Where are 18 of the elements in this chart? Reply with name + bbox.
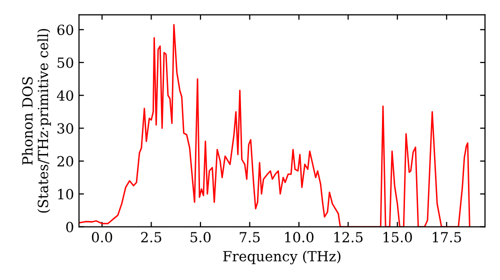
- y-tick-label: 60: [57, 24, 74, 36]
- y-tick-label: 30: [58, 123, 74, 134]
- x-tick-label: 5.0: [190, 232, 211, 242]
- x-axis-title: Frequency (THz): [223, 250, 340, 264]
- y-tick-label: 40: [56, 90, 74, 101]
- x-tick-label: 17.5: [432, 232, 461, 242]
- x-tick-label: 15.0: [384, 232, 412, 242]
- y-tick-label: 0: [66, 222, 74, 232]
- x-tick-label: 12.5: [334, 232, 363, 242]
- x-tick-label: 2.5: [141, 232, 162, 242]
- x-tick-label: 10.0: [285, 232, 314, 242]
- y-tick-label: 20: [57, 156, 74, 167]
- y-tick-label: 10: [58, 188, 74, 200]
- line-series: [79, 24, 470, 227]
- y-axis-title: Phonon DOS (States/THz·primitive cell): [22, 28, 51, 213]
- y-tick-label: 50: [58, 57, 74, 68]
- x-tick-label: 7.5: [240, 232, 260, 242]
- x-tick-label: 0.0: [92, 232, 112, 242]
